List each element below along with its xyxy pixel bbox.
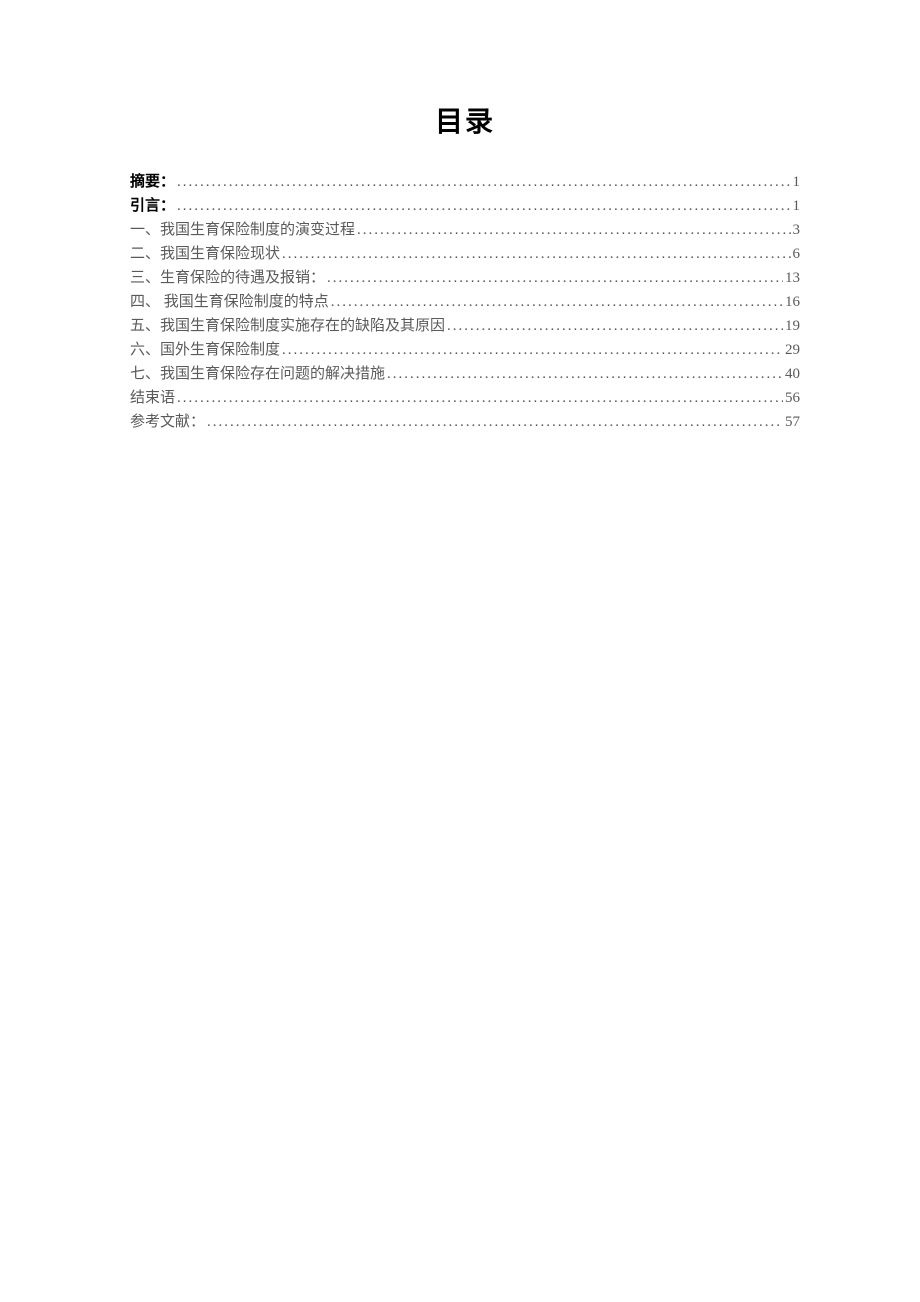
toc-entry-label: 摘要： [130,170,175,194]
toc-entry-page: 1 [793,194,801,218]
toc-entry-label: 七、我国生育保险存在问题的解决措施 [130,362,385,386]
toc-entry-page: 29 [785,338,800,362]
toc-dots [447,314,783,338]
toc-entry-label: 参考文献： [130,410,205,434]
toc-dots [177,386,783,410]
toc-entry-page: 19 [785,314,800,338]
toc-entry-label: 六、国外生育保险制度 [130,338,280,362]
toc-entry: 四、 我国生育保险制度的特点 16 [130,290,800,314]
toc-entry-page: 3 [793,218,801,242]
toc-entry-page: 1 [793,170,801,194]
toc-entry: 三、生育保险的待遇及报销： 13 [130,266,800,290]
toc-dots [357,218,790,242]
toc-entry-page: 6 [793,242,801,266]
toc-title: 目录 [130,100,800,140]
toc-entry: 一、我国生育保险制度的演变过程 3 [130,218,800,242]
toc-dots [282,338,783,362]
toc-dots [331,290,783,314]
toc-dots [177,194,790,218]
toc-entry: 六、国外生育保险制度 29 [130,338,800,362]
toc-entry-label: 引言： [130,194,175,218]
toc-entry-label: 一、我国生育保险制度的演变过程 [130,218,355,242]
toc-entry-label: 五、我国生育保险制度实施存在的缺陷及其原因 [130,314,445,338]
toc-entry-page: 13 [785,266,800,290]
toc-dots [207,410,783,434]
toc-entry-page: 16 [785,290,800,314]
toc-entry: 七、我国生育保险存在问题的解决措施 40 [130,362,800,386]
toc-entry: 摘要： 1 [130,170,800,194]
toc-dots [177,170,790,194]
toc-entry-label: 结束语 [130,386,175,410]
toc-entry: 二、我国生育保险现状 6 [130,242,800,266]
toc-entry: 参考文献： 57 [130,410,800,434]
toc-entry-page: 56 [785,386,800,410]
toc-entry-label: 四、 我国生育保险制度的特点 [130,290,329,314]
toc-entry-label: 二、我国生育保险现状 [130,242,280,266]
toc-entry: 结束语 56 [130,386,800,410]
toc-entry-label: 三、生育保险的待遇及报销： [130,266,325,290]
toc-entry-page: 40 [785,362,800,386]
toc-dots [327,266,783,290]
toc-dots [282,242,790,266]
toc-entry: 引言： 1 [130,194,800,218]
toc-entry-page: 57 [785,410,800,434]
toc-dots [387,362,783,386]
toc-entry: 五、我国生育保险制度实施存在的缺陷及其原因 19 [130,314,800,338]
toc-container: 摘要：1引言：1一、我国生育保险制度的演变过程3二、我国生育保险现状6三、生育保… [130,170,800,434]
